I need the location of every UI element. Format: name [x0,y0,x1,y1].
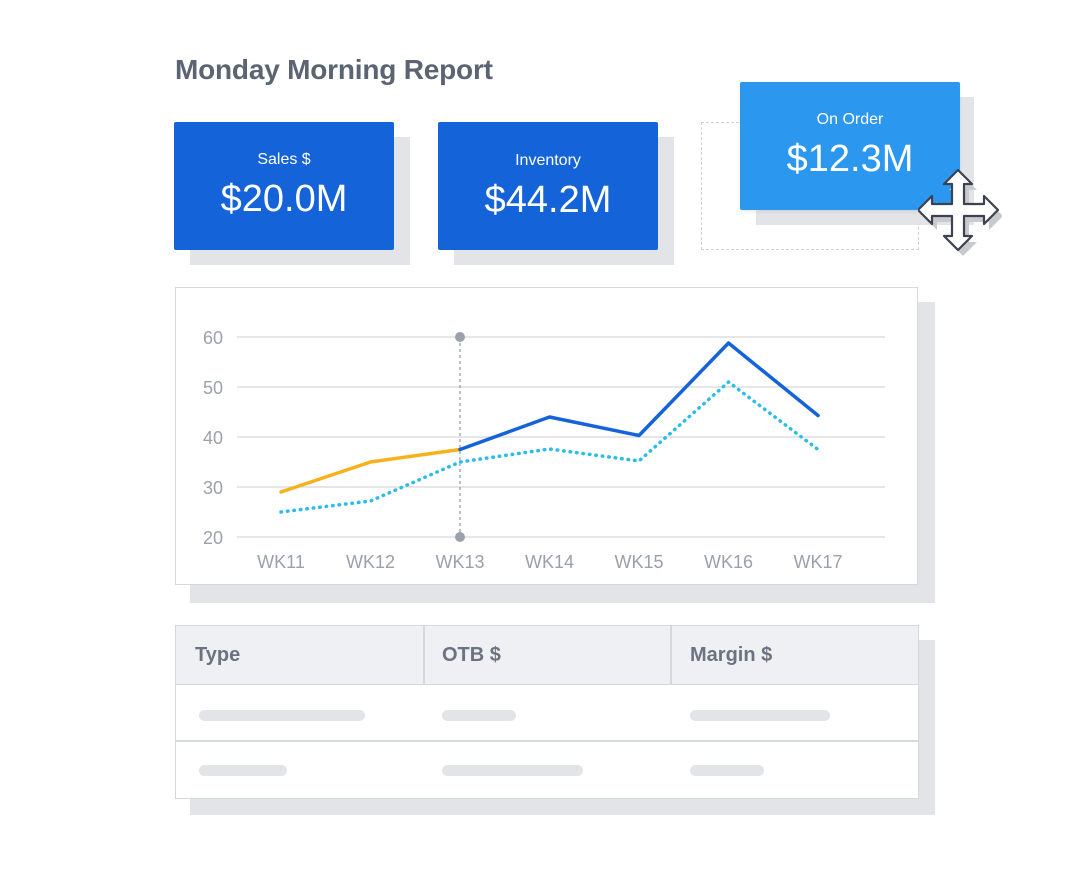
series-line-solid-forecast [457,340,820,451]
x-tick-label: WK13 [435,552,484,572]
x-tick-label: WK15 [614,552,663,572]
column-header-margin[interactable]: Margin $ [690,644,773,666]
marker-handle [454,531,465,542]
kpi-card-on-order[interactable]: On Order $12.3M [740,82,960,210]
kpi-card-sales[interactable]: Sales $ $20.0M [174,122,394,250]
kpi-value: $20.0M [220,178,348,220]
series-line-dotted [278,379,820,514]
row-divider [176,740,918,742]
column-header-type[interactable]: Type [195,644,241,666]
column-header-otb[interactable]: OTB $ [442,644,501,666]
data-table: Type OTB $ Margin $ [175,625,919,799]
kpi-label: Sales $ [257,151,311,168]
line-chart-card: 20 30 40 50 60 WK11 WK12 WK13 WK14 WK15 WK16 WK17 [175,287,918,585]
kpi-value: $12.3M [786,138,914,180]
y-tick-label: 40 [202,428,222,448]
kpi-label: Inventory [515,152,581,169]
x-tick-label: WK17 [793,552,842,572]
placeholder-bar [690,765,764,776]
placeholder-bar [199,765,287,776]
page-title: Monday Morning Report [175,54,493,85]
x-tick-label: WK16 [703,552,752,572]
kpi-value: $44.2M [484,179,612,221]
y-tick-label: 50 [202,378,222,398]
y-tick-label: 30 [202,478,222,498]
series-line-solid-actual [278,447,462,494]
placeholder-bar [199,710,365,721]
y-tick-label: 60 [202,328,222,348]
marker-handle [454,331,465,342]
kpi-card-inventory[interactable]: Inventory $44.2M [438,122,658,250]
move-arrows-icon [918,168,1002,256]
column-divider [423,626,425,684]
line-chart: 20 30 40 50 60 WK11 WK12 WK13 WK14 WK15 WK16 WK17 [202,328,885,572]
kpi-label: On Order [816,111,884,128]
y-tick-label: 20 [202,528,222,548]
column-divider [670,626,672,684]
table-header: Type OTB $ Margin $ [176,626,918,685]
x-tick-label: WK14 [524,552,573,572]
placeholder-bar [442,710,516,721]
x-tick-label: WK11 [257,552,305,572]
placeholder-bar [442,765,583,776]
x-tick-label: WK12 [345,552,394,572]
placeholder-bar [690,710,830,721]
